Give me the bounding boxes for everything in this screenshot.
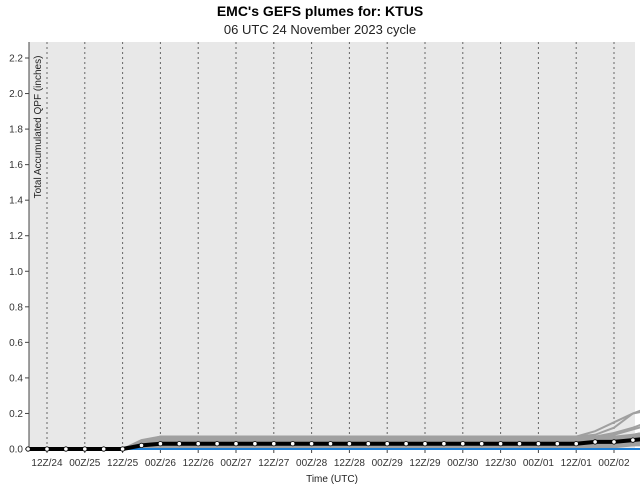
ensemble-mean-point-2	[63, 446, 69, 452]
y-axis: 0.0 0.2 0.4 0.6 0.8 1.0 1.2 1.4 1.6 1.8 2.0 2.2	[9, 42, 30, 456]
y-tick-label-1.6: 1.6	[9, 160, 23, 171]
control-run-line	[28, 448, 640, 450]
ensemble-mean-point-20	[403, 441, 409, 447]
ensemble-mean-point-6	[138, 442, 145, 448]
ensemble-member-line-5	[28, 423, 640, 450]
ensemble-mean-point-23	[460, 441, 466, 447]
y-tick-label-0.4: 0.4	[9, 373, 23, 384]
ensemble-mean-point-22	[441, 441, 447, 447]
ensemble-mean-point-31	[611, 439, 617, 445]
ensemble-mean-point-3	[82, 446, 88, 452]
mean-and-control-lines	[25, 437, 640, 452]
chart-title: EMC's GEFS plumes for: KTUS	[216, 3, 424, 19]
ensemble-mean-point-18	[365, 441, 371, 447]
ensemble-mean-point-30	[592, 439, 598, 445]
y-tick-label-1.2: 1.2	[9, 231, 23, 242]
y-axis-label: Total Accumulated QPF (inches)	[33, 56, 44, 199]
x-tick-label-12Z-27: 12Z/27	[258, 458, 290, 469]
ensemble-mean-point-17	[346, 441, 352, 447]
ensemble-mean-point-1	[44, 446, 50, 452]
x-tick-label-12Z-01: 12Z/01	[561, 458, 593, 469]
ensemble-mean-point-4	[101, 446, 107, 452]
ensemble-mean-point-0	[25, 446, 31, 452]
y-tick-label-2.2: 2.2	[9, 54, 23, 65]
y-tick-label-2.0: 2.0	[9, 89, 23, 100]
ensemble-mean-point-29	[573, 441, 579, 447]
x-tick-label-00Z-28: 00Z/28	[296, 458, 328, 469]
x-tick-label-12Z-30: 12Z/30	[485, 458, 517, 469]
ensemble-member-line-8	[28, 434, 640, 450]
x-tick-label-00Z-29: 00Z/29	[372, 458, 404, 469]
ensemble-member-line-3	[28, 411, 640, 450]
ensemble-mean-point-12	[252, 441, 258, 447]
ensemble-mean-point-9	[195, 441, 201, 447]
ensemble-mean-point-21	[422, 441, 428, 447]
ensemble-mean-point-26	[516, 441, 523, 447]
y-tick-label-0.2: 0.2	[9, 409, 23, 420]
ensemble-mean-point-19	[384, 441, 390, 447]
x-axis: 12Z/24 00Z/25 12Z/25 00Z/26 12Z/26 00Z/27 12Z/…	[29, 448, 635, 469]
y-tick-label-1.4: 1.4	[9, 196, 23, 207]
ensemble-mean-point-10	[214, 441, 220, 447]
ensemble-mean-point-11	[233, 441, 239, 447]
x-tick-label-00Z-01: 00Z/01	[523, 458, 555, 469]
plot-background	[29, 42, 635, 449]
x-tick-label-12Z-28: 12Z/28	[334, 458, 366, 469]
x-tick-label-12Z-26: 12Z/26	[183, 458, 215, 469]
y-tick-label-0.6: 0.6	[9, 338, 23, 349]
ensemble-mean-point-16	[327, 441, 334, 447]
ensemble-mean-point-5	[120, 446, 126, 452]
y-tick-label-0.8: 0.8	[9, 302, 23, 313]
ensemble-mean-point-15	[308, 441, 315, 447]
ensemble-mean-point-8	[176, 441, 182, 447]
x-tick-label-00Z-27: 00Z/27	[220, 458, 252, 469]
y-tick-label-0.0: 0.0	[9, 445, 23, 456]
x-axis-label: Time (UTC)	[306, 474, 358, 485]
ensemble-mean-point-27	[535, 441, 542, 447]
y-tick-label-1.8: 1.8	[9, 125, 23, 136]
x-tick-label-00Z-26: 00Z/26	[145, 458, 177, 469]
ensemble-mean-point-28	[554, 441, 560, 447]
ensemble-mean-point-14	[290, 441, 296, 447]
y-tick-label-1.0: 1.0	[9, 267, 23, 278]
chart-subtitle: 06 UTC 24 November 2023 cycle	[223, 22, 417, 37]
x-tick-label-12Z-29: 12Z/29	[409, 458, 441, 469]
x-tick-label-12Z-24: 12Z/24	[31, 458, 63, 469]
ensemble-member-line-17	[28, 444, 640, 450]
ensemble-mean-point-32	[630, 437, 636, 443]
ensemble-mean-point-25	[497, 441, 504, 447]
x-tick-label-00Z-25: 00Z/25	[69, 458, 101, 469]
x-tick-label-00Z-02: 00Z/02	[598, 458, 630, 469]
ensemble-mean-point-24	[479, 441, 485, 447]
ensemble-mean-point-13	[271, 441, 277, 447]
x-tick-label-00Z-30: 00Z/30	[447, 458, 479, 469]
ensemble-mean-point-7	[157, 441, 163, 447]
x-tick-label-12Z-25: 12Z/25	[107, 458, 139, 469]
